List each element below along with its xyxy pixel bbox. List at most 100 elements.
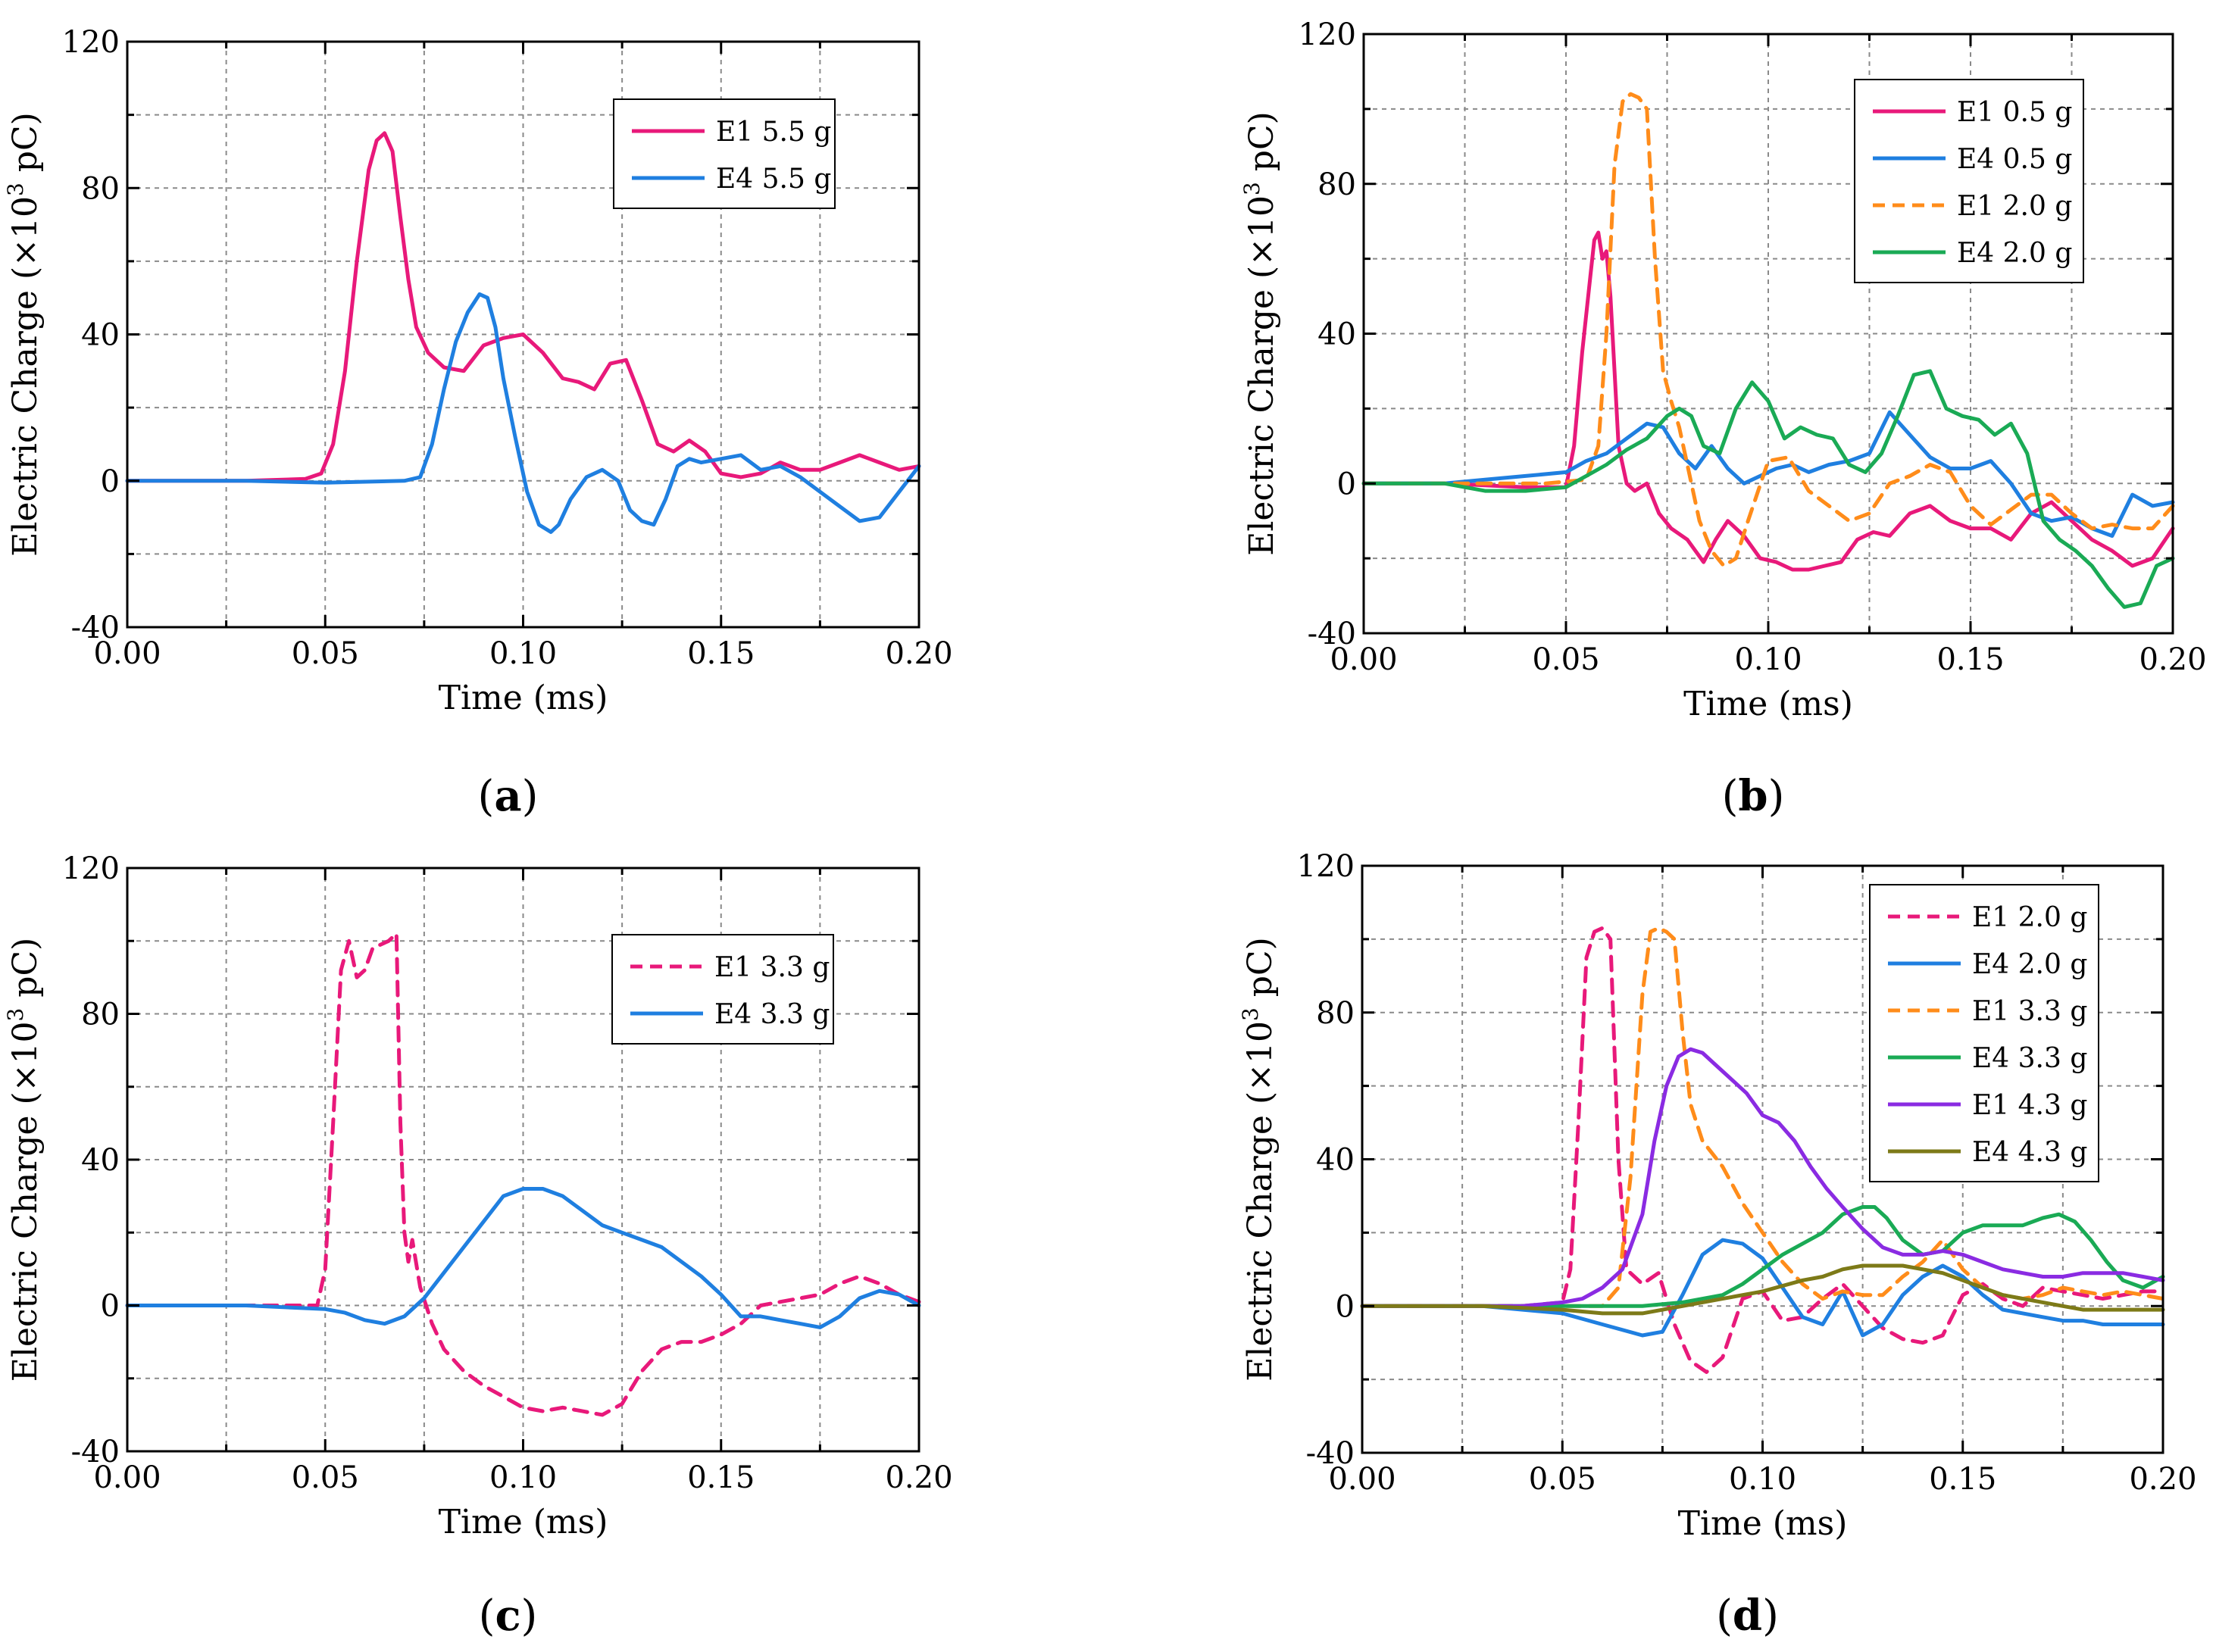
chart-panel-a: 0.00 0.05 0.10 0.15 0.20 -40 0 40 80 120 Time (ms)… [3, 25, 953, 821]
x-tick-label: 0.10 [1734, 642, 1802, 677]
tick-marks [1362, 33, 2174, 635]
legend: E1 3.3 g E4 3.3 g [611, 934, 834, 1045]
x-tick-label: 0.00 [93, 1460, 161, 1495]
y-axis-label-suffix: pC) [6, 938, 45, 1008]
panel-label-open: ( [1722, 772, 1739, 821]
series-line-e1-4-3-g [1360, 1047, 2165, 1308]
legend-entry: E1 3.3 g [1972, 996, 2087, 1027]
x-tick-label: 0.05 [292, 636, 359, 671]
x-tick-label: 0.15 [687, 1460, 755, 1495]
panel-label-close: ) [522, 772, 539, 821]
series-line-e4-3-3-g [125, 1187, 921, 1329]
series-line-e1-3-3-g [1360, 926, 2165, 1308]
tick-marks [126, 867, 920, 1453]
series-group [125, 932, 921, 1417]
x-tick-label: 0.20 [2139, 642, 2206, 677]
x-tick-label: 0.20 [2129, 1462, 2196, 1497]
legend-entry: E4 3.3 g [714, 999, 830, 1030]
legend-entry: E4 0.5 g [1957, 144, 2072, 175]
legend-entry: E4 5.5 g [716, 164, 831, 195]
legend-entry: E1 2.0 g [1957, 191, 2072, 222]
series-line-e4-2-0-g [1361, 369, 2175, 609]
y-tick-label: 120 [62, 851, 120, 886]
x-tick-label: 0.20 [885, 636, 952, 671]
series-group [1361, 92, 2175, 609]
y-tick-label: 80 [81, 171, 120, 206]
legend-entry: E1 0.5 g [1957, 97, 2072, 128]
y-axis-label-sup: 3 [1238, 1007, 1263, 1021]
y-tick-label: -40 [71, 611, 120, 645]
y-tick-label: 80 [1316, 996, 1355, 1031]
legend-entry: E4 2.0 g [1972, 949, 2087, 980]
y-tick-label: 120 [1299, 17, 1356, 52]
x-axis-label: Time (ms) [1678, 1504, 1848, 1543]
y-tick-label: 40 [81, 1143, 120, 1178]
legend-entry: E1 3.3 g [714, 952, 830, 983]
y-tick-label: 0 [101, 464, 120, 499]
series-line-e1-2-0-g [1361, 92, 2175, 568]
legend-box [1854, 79, 2084, 283]
x-tick-label: 0.00 [1328, 1462, 1396, 1497]
panel-label-open: ( [479, 1591, 495, 1641]
legend: E1 5.5 g E4 5.5 g [613, 98, 836, 209]
x-axis-label: Time (ms) [439, 1503, 608, 1541]
x-tick-label: 0.10 [1729, 1462, 1796, 1497]
panel-label: (b) [1722, 771, 1785, 821]
x-axis-label: Time (ms) [1683, 685, 1853, 723]
y-axis-label: Electric Charge (×103 pC) [3, 938, 45, 1382]
y-tick-label: 0 [1336, 1289, 1355, 1324]
y-tick-label: -40 [1306, 1436, 1355, 1471]
y-axis-label: Electric Charge (×103 pC) [3, 112, 45, 557]
y-axis-label-suffix: pC) [1241, 937, 1280, 1007]
panel-label-open: ( [477, 772, 494, 821]
panel-label-letter: b [1738, 771, 1767, 821]
x-tick-label: 0.05 [292, 1460, 359, 1495]
panel-label: (c) [479, 1591, 538, 1641]
y-axis-label-sup: 3 [3, 183, 28, 196]
panel-label-open: ( [1716, 1591, 1733, 1641]
legend: E1 0.5 g E4 0.5 g E1 2.0 g E4 2.0 g [1854, 79, 2084, 283]
legend-box [613, 98, 836, 209]
x-tick-label: 0.15 [1936, 642, 2004, 677]
tick-marks [1361, 864, 2164, 1454]
x-axis-label: Time (ms) [439, 679, 608, 717]
y-axis-label-prefix: Electric Charge (×10 [1241, 1021, 1280, 1382]
y-tick-label: -40 [1308, 617, 1356, 651]
y-tick-label: 120 [62, 25, 120, 60]
y-tick-label: 40 [1316, 1143, 1355, 1178]
chart-panel-b: 0.00 0.05 0.10 0.15 0.20 -40 0 40 80 120 Time (ms)… [1239, 17, 2207, 821]
x-tick-label: 0.00 [93, 636, 161, 671]
legend-entry: E1 5.5 g [716, 117, 831, 148]
panel-label-letter: d [1733, 1591, 1762, 1641]
series-line-e4-0-5-g [1361, 410, 2175, 538]
y-tick-label: 40 [1317, 317, 1356, 352]
y-tick-label: 0 [1337, 467, 1356, 501]
x-tick-label: 0.15 [1929, 1462, 1996, 1497]
series-line-e4-3-3-g [1360, 1205, 2165, 1308]
y-tick-label: 0 [101, 1289, 120, 1324]
x-tick-label: 0.00 [1330, 642, 1397, 677]
x-tick-label: 0.05 [1532, 642, 1599, 677]
x-tick-label: 0.10 [489, 1460, 557, 1495]
panel-label-letter: a [494, 771, 521, 821]
chart-panel-d: 0.00 0.05 0.10 0.15 0.20 -40 0 40 80 120 Time (ms)… [1238, 849, 2197, 1641]
y-tick-label: 40 [81, 318, 120, 353]
panel-label: (d) [1716, 1591, 1779, 1641]
y-axis-label-prefix: Electric Charge (×10 [6, 1022, 45, 1382]
legend-box [1869, 884, 2099, 1182]
legend: E1 2.0 g E4 2.0 g E1 3.3 g E4 3.3 g E1 4.3 g… [1869, 884, 2099, 1182]
legend-entry: E4 3.3 g [1972, 1043, 2087, 1074]
series-line-e4-4-3-g [1360, 1263, 2165, 1316]
y-axis-label: Electric Charge (×103 pC) [1239, 111, 1281, 556]
series-group [1360, 926, 2165, 1374]
y-axis-label-suffix: pC) [6, 112, 45, 183]
gridlines [127, 868, 919, 1451]
series-group [125, 131, 921, 534]
legend-entry: E4 4.3 g [1972, 1137, 2087, 1168]
x-tick-label: 0.10 [489, 636, 557, 671]
y-axis-label-sup: 3 [1239, 182, 1264, 195]
legend-box [611, 934, 834, 1045]
y-axis-label-sup: 3 [3, 1008, 28, 1022]
series-line-e1-5-5-g [125, 131, 921, 483]
